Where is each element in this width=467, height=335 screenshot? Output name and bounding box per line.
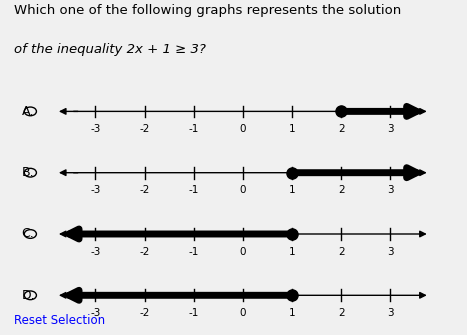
Text: -2: -2 bbox=[139, 185, 150, 195]
Text: D.: D. bbox=[21, 289, 35, 302]
Text: 1: 1 bbox=[289, 308, 295, 318]
Text: -1: -1 bbox=[189, 124, 199, 134]
Text: -3: -3 bbox=[90, 308, 100, 318]
Text: 2: 2 bbox=[338, 247, 345, 257]
Text: 2: 2 bbox=[338, 124, 345, 134]
Text: -3: -3 bbox=[90, 247, 100, 257]
Text: of the inequality 2x + 1 ≥ 3?: of the inequality 2x + 1 ≥ 3? bbox=[14, 43, 206, 56]
Text: 2: 2 bbox=[338, 185, 345, 195]
Text: C.: C. bbox=[21, 227, 35, 241]
Text: -3: -3 bbox=[90, 124, 100, 134]
Text: 3: 3 bbox=[387, 185, 394, 195]
Text: 2: 2 bbox=[338, 308, 345, 318]
Text: 1: 1 bbox=[289, 185, 295, 195]
Text: -1: -1 bbox=[189, 308, 199, 318]
Text: -2: -2 bbox=[139, 308, 150, 318]
Text: -2: -2 bbox=[139, 247, 150, 257]
Text: 0: 0 bbox=[240, 185, 246, 195]
Text: 0: 0 bbox=[240, 247, 246, 257]
Text: 0: 0 bbox=[240, 308, 246, 318]
Text: Which one of the following graphs represents the solution: Which one of the following graphs repres… bbox=[14, 4, 401, 17]
Text: B.: B. bbox=[21, 166, 34, 179]
Text: 0: 0 bbox=[240, 124, 246, 134]
Text: 1: 1 bbox=[289, 247, 295, 257]
Text: -3: -3 bbox=[90, 185, 100, 195]
Text: 3: 3 bbox=[387, 308, 394, 318]
Text: Reset Selection: Reset Selection bbox=[14, 314, 105, 327]
Text: A.: A. bbox=[21, 105, 34, 118]
Text: -2: -2 bbox=[139, 124, 150, 134]
Text: 3: 3 bbox=[387, 247, 394, 257]
Text: 3: 3 bbox=[387, 124, 394, 134]
Text: 1: 1 bbox=[289, 124, 295, 134]
Text: -1: -1 bbox=[189, 247, 199, 257]
Text: -1: -1 bbox=[189, 185, 199, 195]
